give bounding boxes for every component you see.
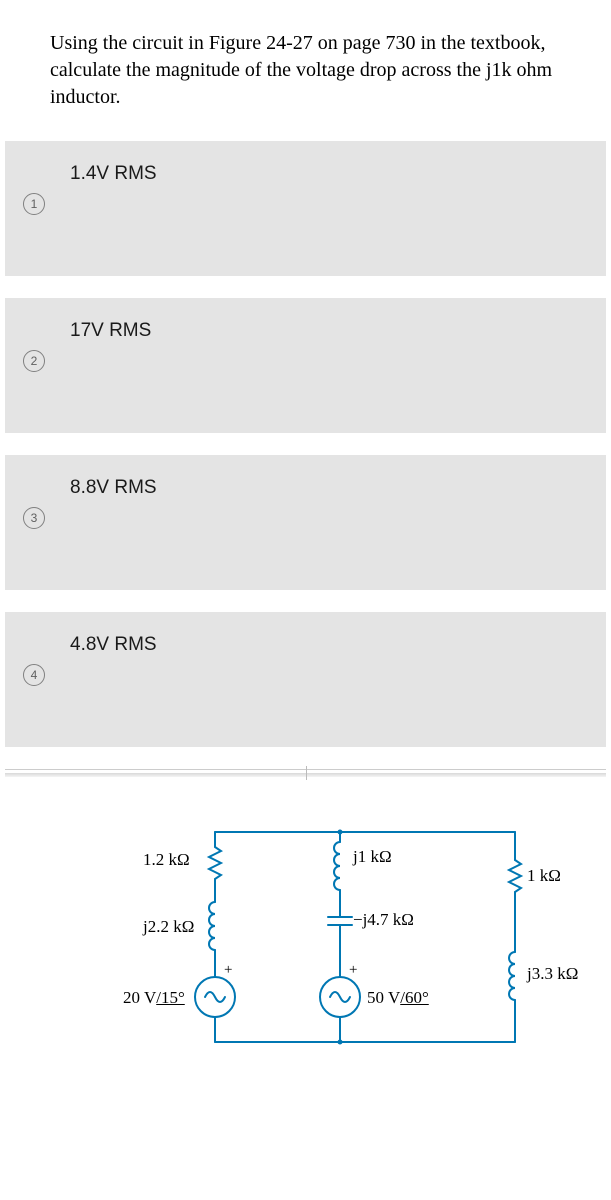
- option-marker-2: 2: [23, 350, 45, 372]
- divider: [5, 769, 606, 777]
- question-text: Using the circuit in Figure 24-27 on pag…: [50, 30, 561, 111]
- circuit-diagram: 1.2 kΩ j2.2 kΩ + 20 V/15° j1 kΩ −j4.7 kΩ…: [85, 802, 555, 1062]
- option-marker-1: 1: [23, 193, 45, 215]
- option-3[interactable]: 3 8.8V RMS: [5, 455, 606, 590]
- option-label-4: 4.8V RMS: [70, 634, 586, 656]
- label-vs2: 50 V/60°: [367, 988, 429, 1008]
- option-marker-3: 3: [23, 507, 45, 529]
- option-1[interactable]: 1 1.4V RMS: [5, 141, 606, 276]
- label-l1: j2.2 kΩ: [143, 917, 194, 937]
- label-l2: j1 kΩ: [353, 847, 392, 867]
- options-list: 1 1.4V RMS 2 17V RMS 3 8.8V RMS 4 4.8V R…: [5, 141, 606, 747]
- label-r2: 1 kΩ: [527, 866, 561, 886]
- label-c1: −j4.7 kΩ: [353, 910, 414, 930]
- option-2[interactable]: 2 17V RMS: [5, 298, 606, 433]
- option-label-1: 1.4V RMS: [70, 163, 586, 185]
- label-l3: j3.3 kΩ: [527, 964, 578, 984]
- option-marker-4: 4: [23, 664, 45, 686]
- option-4[interactable]: 4 4.8V RMS: [5, 612, 606, 747]
- label-vs1: 20 V/15°: [123, 988, 185, 1008]
- label-vs1-plus: +: [224, 962, 232, 979]
- option-label-2: 17V RMS: [70, 320, 586, 342]
- label-r1: 1.2 kΩ: [143, 850, 190, 870]
- label-vs2-plus: +: [349, 962, 357, 979]
- option-label-3: 8.8V RMS: [70, 477, 586, 499]
